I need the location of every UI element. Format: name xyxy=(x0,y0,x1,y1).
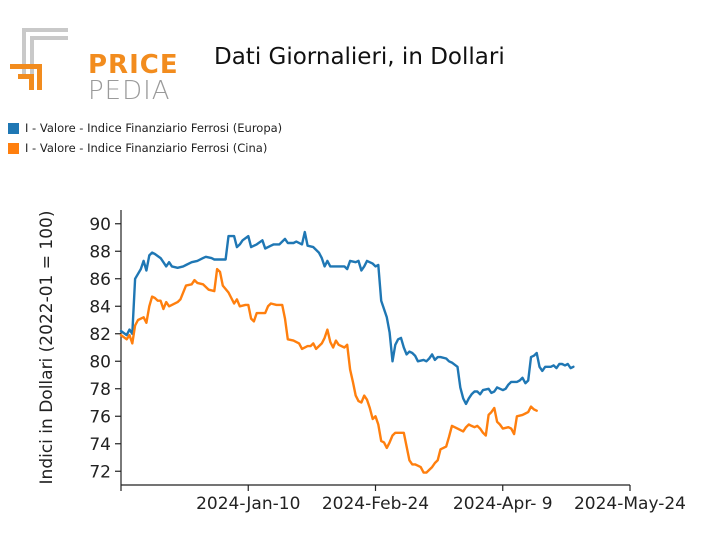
logo-mark-icon xyxy=(10,28,68,90)
y-tick-label: 74 xyxy=(89,435,111,455)
series-line-europa xyxy=(119,230,575,406)
y-tick-label: 90 xyxy=(89,215,111,235)
legend-item-europa: I - Valore - Indice Finanziario Ferrosi … xyxy=(8,118,282,138)
x-tick-label: 2024-May-24 xyxy=(574,494,686,514)
y-tick-label: 82 xyxy=(89,325,111,345)
chart-title: Dati Giornalieri, in Dollari xyxy=(214,44,505,70)
chart-axes: 72 74 76 78 80 82 84 86 88 90 2024-Jan-10 2024-Feb-… xyxy=(89,210,686,514)
y-tick-label: 86 xyxy=(89,270,111,290)
y-tick-label: 76 xyxy=(89,407,111,427)
y-tick-label: 88 xyxy=(89,242,111,262)
legend-item-cina: I - Valore - Indice Finanziario Ferrosi … xyxy=(8,138,282,158)
pricepedia-logo: PRICE PEDIA xyxy=(8,22,178,106)
y-axis-title: Indici in Dollari (2022-01 = 100) xyxy=(37,211,57,485)
legend-swatch-europa xyxy=(8,122,19,134)
y-tick-label: 78 xyxy=(89,380,111,400)
x-tick-label: 2024-Feb-24 xyxy=(322,494,429,514)
chart-legend: I - Valore - Indice Finanziario Ferrosi … xyxy=(8,118,282,158)
chart-series xyxy=(119,230,575,474)
logo-word-pedia: PEDIA xyxy=(88,76,171,106)
y-tick-label: 72 xyxy=(89,462,111,482)
logo-word-price: PRICE xyxy=(88,50,179,80)
series-line-cina xyxy=(119,267,538,474)
x-tick-label: 2024-Apr- 9 xyxy=(453,494,553,514)
x-tick-label: 2024-Jan-10 xyxy=(196,494,300,514)
y-tick-label: 80 xyxy=(89,352,111,372)
legend-swatch-cina xyxy=(8,142,19,154)
legend-label-cina: I - Valore - Indice Finanziario Ferrosi … xyxy=(25,141,268,155)
legend-label-europa: I - Valore - Indice Finanziario Ferrosi … xyxy=(25,121,283,135)
y-tick-label: 84 xyxy=(89,297,111,317)
